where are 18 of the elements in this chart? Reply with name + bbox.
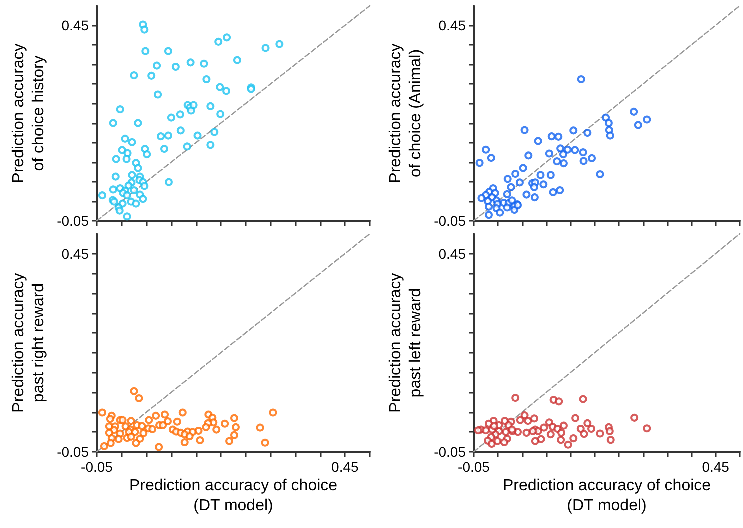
y-tick-label: -0.05 [57,213,90,229]
y-tick-label: 0.45 [62,18,90,34]
y-tick-label: -0.05 [434,444,466,460]
y-axis-title: Prediction accuracy past right reward [10,273,48,413]
y-axis-title: Prediction accuracy of choice history [10,44,48,184]
y-tick-label: 0.45 [438,246,466,262]
x-axis-title: Prediction accuracy of choice (DT model) [129,478,338,514]
y-tick-label: 0.45 [62,246,90,262]
x-tick-label: -0.05 [81,459,114,475]
y-axis-title: Prediction accuracy past left reward [388,273,424,413]
x-tick-label: 0.45 [332,459,360,475]
y-tick-label: -0.05 [57,444,90,460]
y-axis-title: Prediction accuracy of choice (Animal) [388,44,424,184]
x-tick-label: -0.05 [458,459,490,475]
y-tick-label: -0.05 [434,213,466,229]
x-tick-label: 0.45 [702,459,730,475]
x-axis-title: Prediction accuracy of choice (DT model) [502,478,712,514]
y-tick-label: 0.45 [438,18,466,34]
